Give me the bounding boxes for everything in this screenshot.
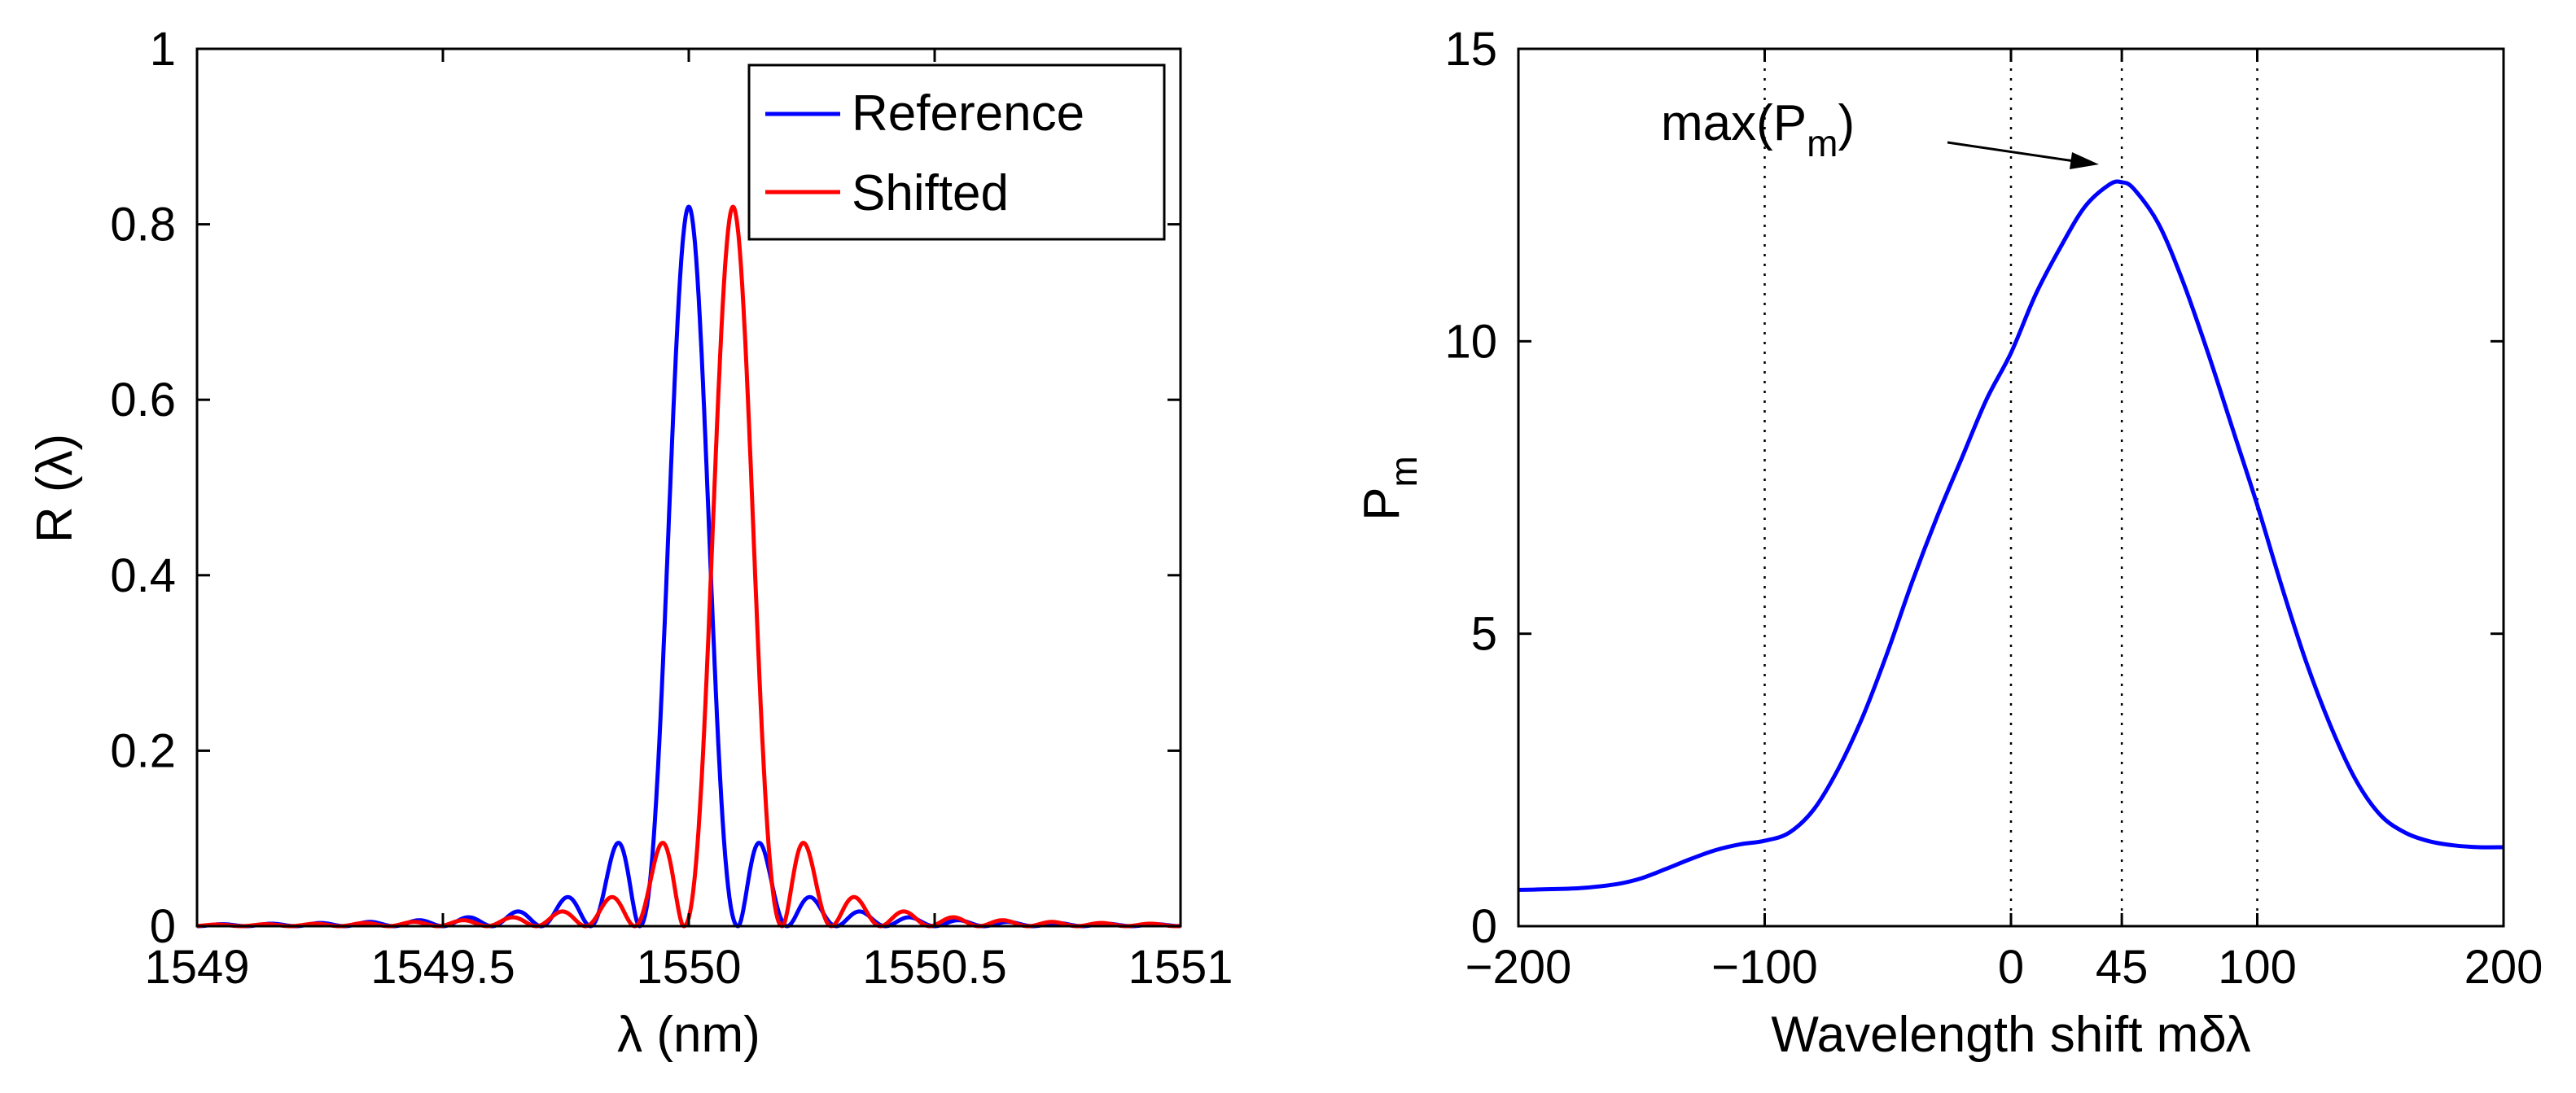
right-ytick-label: 5 xyxy=(1471,608,1497,661)
left-chart: 1549 1549.5 1550 1550.5 1551 0 0.2 0.4 0.6 0.8 1 R… xyxy=(27,23,1233,1063)
annotation-text: max(Pm) xyxy=(1661,95,1855,164)
right-xlabel: Wavelength shift mδλ xyxy=(1771,1007,2250,1063)
left-ticks-group: 1549 1549.5 1550 1550.5 1551 0 0.2 0.4 0.6 0.8 1 xyxy=(110,23,1233,994)
series-line-pm xyxy=(1518,179,2504,892)
annotation-text-sub: m xyxy=(1807,122,1838,164)
right-axes-frame xyxy=(1517,47,2505,928)
right-xtick-label: 0 xyxy=(1998,941,2024,994)
right-vertical-lines xyxy=(1763,49,2258,926)
right-ytick-label: 10 xyxy=(1444,315,1497,368)
annotation-arrow-line xyxy=(1947,141,2075,163)
annotation-arrow-head xyxy=(2070,152,2099,169)
right-xtick-label: 200 xyxy=(2464,941,2543,994)
left-xlabel: λ (nm) xyxy=(617,1007,760,1063)
left-legend: Reference Shifted xyxy=(747,63,1166,241)
right-xtick-label: −100 xyxy=(1711,941,1818,994)
right-xtick-label: 45 xyxy=(2096,941,2149,994)
right-ytick-label: 15 xyxy=(1444,23,1497,76)
left-ytick-label: 0.8 xyxy=(110,199,176,251)
left-xtick-label: 1551 xyxy=(1128,941,1233,994)
left-ytick-label: 0.4 xyxy=(110,549,176,602)
left-ytick-label: 0 xyxy=(150,900,176,953)
left-ylabel: R (λ) xyxy=(27,434,83,543)
right-xtick-label: −200 xyxy=(1465,941,1572,994)
left-ytick-label: 0.6 xyxy=(110,374,176,426)
left-xtick-label: 1549.5 xyxy=(370,941,515,994)
left-xtick-label: 1550 xyxy=(636,941,741,994)
right-chart: −200 −100 0 45 100 200 0 5 10 15 Pm Wavelength sh… xyxy=(1354,23,2543,1063)
right-ytick-label: 0 xyxy=(1471,900,1497,953)
series-line-reference xyxy=(195,204,1182,929)
annotation-text-end: ) xyxy=(1838,95,1855,151)
right-ylabel-base: P xyxy=(1354,487,1410,520)
right-ylabel-sub: m xyxy=(1382,456,1425,487)
legend-box xyxy=(747,63,1166,241)
left-series-group xyxy=(195,204,1182,929)
legend-label-reference: Reference xyxy=(852,85,1084,142)
left-ytick-label: 0.2 xyxy=(110,724,176,777)
legend-label-shifted: Shifted xyxy=(852,165,1009,221)
right-ylabel: Pm xyxy=(1354,456,1425,521)
right-series-group xyxy=(1518,179,2504,892)
right-xtick-label: 100 xyxy=(2218,941,2297,994)
left-xtick-label: 1550.5 xyxy=(862,941,1006,994)
annotation-text-base: max(P xyxy=(1661,95,1807,151)
right-ticks-group: −200 −100 0 45 100 200 0 5 10 15 xyxy=(1444,23,2543,994)
left-xtick-label: 1549 xyxy=(144,941,249,994)
series-line-shifted xyxy=(195,204,1182,929)
max-annotation: max(Pm) xyxy=(1661,95,2099,169)
left-ytick-label: 1 xyxy=(150,23,176,76)
